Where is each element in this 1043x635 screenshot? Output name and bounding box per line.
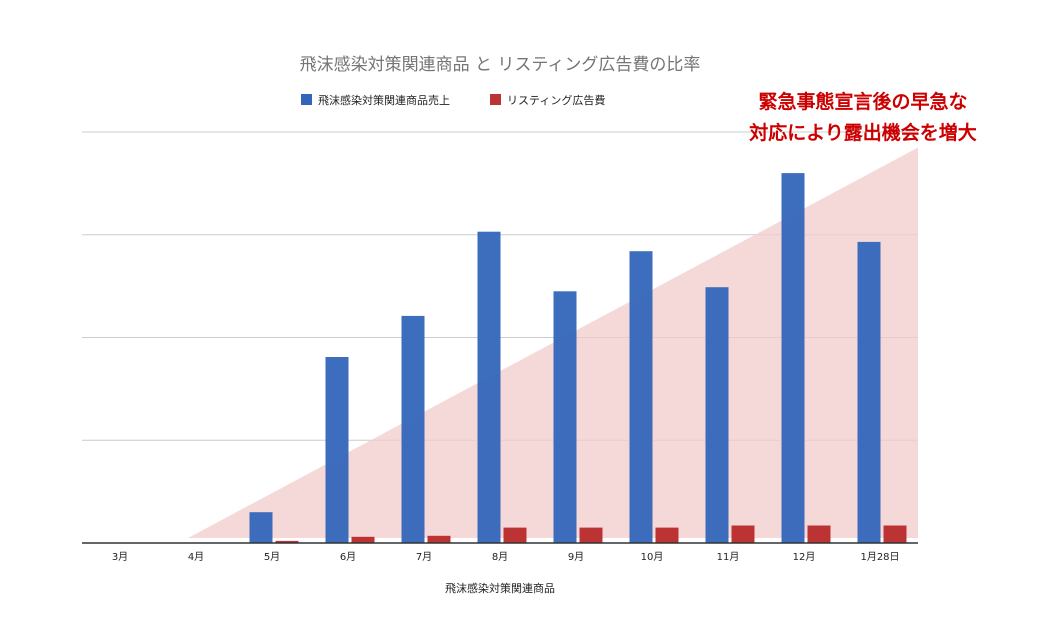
x-tick-label-0: 3月	[112, 551, 128, 563]
bar-series1-8	[731, 525, 755, 543]
x-tick-label-9: 12月	[793, 551, 816, 563]
x-tick-label-6: 9月	[568, 551, 584, 563]
bar-series1-4	[427, 535, 451, 543]
legend-label-ads: リスティング広告費	[507, 93, 605, 107]
x-tick-label-10: 1月28日	[860, 551, 899, 563]
annotation-line-2: 対応により露出機会を増大	[748, 121, 977, 144]
bar-series0-10	[857, 241, 881, 543]
bar-series0-2	[249, 512, 273, 543]
bar-series1-9	[807, 525, 831, 543]
bar-series0-5	[477, 231, 501, 543]
bar-series1-7	[655, 527, 679, 543]
legend-swatch-ads	[490, 94, 501, 105]
bar-series0-7	[629, 251, 653, 543]
bars	[249, 173, 907, 543]
legend-label-sales: 飛沫感染対策関連商品売上	[318, 93, 450, 107]
x-tick-label-8: 11月	[717, 551, 740, 563]
bar-series1-3	[351, 536, 375, 543]
annotation-line-1: 緊急事態宣言後の早急な	[758, 90, 967, 113]
x-tick-label-1: 4月	[188, 551, 204, 563]
x-tick-labels: 3月 4月 5月 6月 7月 8月 9月 10月 11月 12月 1月28日	[112, 551, 900, 563]
bar-series1-6	[579, 527, 603, 543]
x-tick-label-4: 7月	[416, 551, 432, 563]
x-axis-label: 飛沫感染対策関連商品	[445, 581, 555, 595]
x-tick-label-2: 5月	[264, 551, 280, 563]
bar-series0-3	[325, 357, 349, 543]
chart-title: 飛沫感染対策関連商品 と リスティング広告費の比率	[300, 55, 701, 75]
bar-series0-4	[401, 315, 425, 543]
legend-swatch-sales	[301, 94, 312, 105]
x-tick-label-3: 6月	[340, 551, 356, 563]
x-tick-label-5: 8月	[492, 551, 508, 563]
x-tick-label-7: 10月	[641, 551, 664, 563]
annotation: 緊急事態宣言後の早急な 対応により露出機会を増大	[748, 90, 977, 144]
bar-series0-6	[553, 291, 577, 543]
bar-series1-5	[503, 527, 527, 543]
bar-series1-2	[275, 540, 299, 543]
bar-series1-10	[883, 525, 907, 543]
bar-series0-8	[705, 287, 729, 543]
bar-series0-9	[781, 173, 805, 543]
trend-wedge	[188, 147, 918, 539]
legend: 飛沫感染対策関連商品売上 リスティング広告費	[301, 93, 605, 107]
